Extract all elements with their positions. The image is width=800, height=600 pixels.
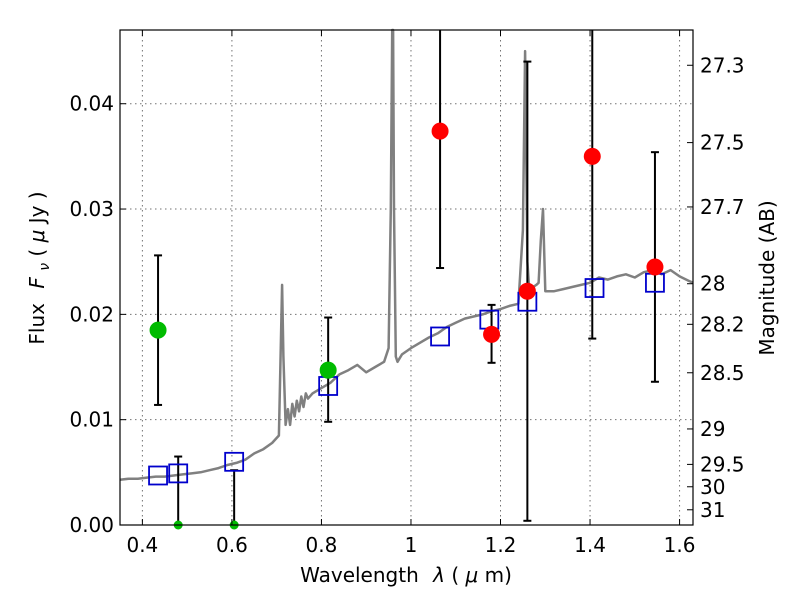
right-tick-label: 28.5 <box>700 361 745 385</box>
x-tick-label: 1 <box>405 533 418 557</box>
right-tick-label: 27.3 <box>700 53 745 77</box>
x-axis-label-symbol: λ <box>432 563 445 587</box>
x-tick-label: 0.4 <box>126 533 158 557</box>
x-axis-label: Wavelength λ ( μ m) <box>300 563 512 587</box>
plot-frame <box>119 29 694 526</box>
x-tick-label: 0.6 <box>216 533 248 557</box>
model-photometry-square <box>168 463 189 484</box>
model-spectrum-layer <box>119 28 694 481</box>
grid <box>120 30 693 525</box>
y-axis-label: Flux F ν ( μ Jy ) <box>25 191 54 344</box>
y-axis-label-unit-mu: μ <box>25 230 49 244</box>
model-photometry-square <box>148 465 168 486</box>
model-photometry-square <box>430 326 450 347</box>
photometry-points-layer <box>149 122 664 530</box>
model-photometry-square <box>584 278 605 298</box>
detection-point <box>518 282 536 300</box>
right-tick-label: 30 <box>700 475 725 499</box>
detection-point <box>646 258 664 276</box>
y-tick-label: 0.01 <box>69 408 114 432</box>
nondetection-point <box>149 321 167 339</box>
axes: 0.4 0.6 0.8 1 1.2 1.4 1.6 0.00 0.01 0.02 0.03 0.04 2… <box>69 29 745 557</box>
detection-point <box>431 122 449 140</box>
y-axis-label-unit-open: ( <box>25 242 49 256</box>
model-spectrum-line <box>119 28 694 481</box>
right-tick-label: 27.7 <box>700 195 745 219</box>
x-axis-label-unit-open: ( <box>451 563 459 587</box>
y-tick-label: 0.04 <box>69 92 114 116</box>
right-tick-label: 31 <box>700 498 725 522</box>
nondetection-point <box>319 361 337 379</box>
x-tick-label: 1.4 <box>574 533 606 557</box>
y-axis-label-sub: ν <box>37 263 53 271</box>
y-tick-label: 0.00 <box>69 513 114 537</box>
y-axis-label-symbol: F <box>25 277 49 289</box>
y-axis-label-unit-rest: Jy ) <box>25 191 49 225</box>
errorbar-layer <box>154 30 659 525</box>
y-tick-label: 0.02 <box>69 302 114 326</box>
x-axis-label-unit-mu: μ <box>465 563 479 587</box>
x-axis-label-main: Wavelength <box>300 563 419 587</box>
right-tick-label: 29 <box>700 417 725 441</box>
y-tick-label: 0.03 <box>69 197 114 221</box>
detection-point <box>483 325 501 343</box>
x-axis-label-unit-rest: m) <box>485 563 512 587</box>
right-axis-label: Magnitude (AB) <box>755 200 779 355</box>
right-tick-label: 29.5 <box>700 452 745 476</box>
right-tick-label: 28 <box>700 272 725 296</box>
right-tick-label: 27.5 <box>700 131 745 155</box>
right-tick-label: 28.2 <box>700 312 745 336</box>
x-tick-label: 1.2 <box>485 533 517 557</box>
model-photometry-square <box>224 451 245 472</box>
model-photometry-layer <box>148 272 665 486</box>
y-axis-label-main: Flux <box>25 303 49 345</box>
x-tick-label: 0.8 <box>306 533 338 557</box>
x-tick-label: 1.6 <box>664 533 696 557</box>
detection-point <box>583 147 601 165</box>
